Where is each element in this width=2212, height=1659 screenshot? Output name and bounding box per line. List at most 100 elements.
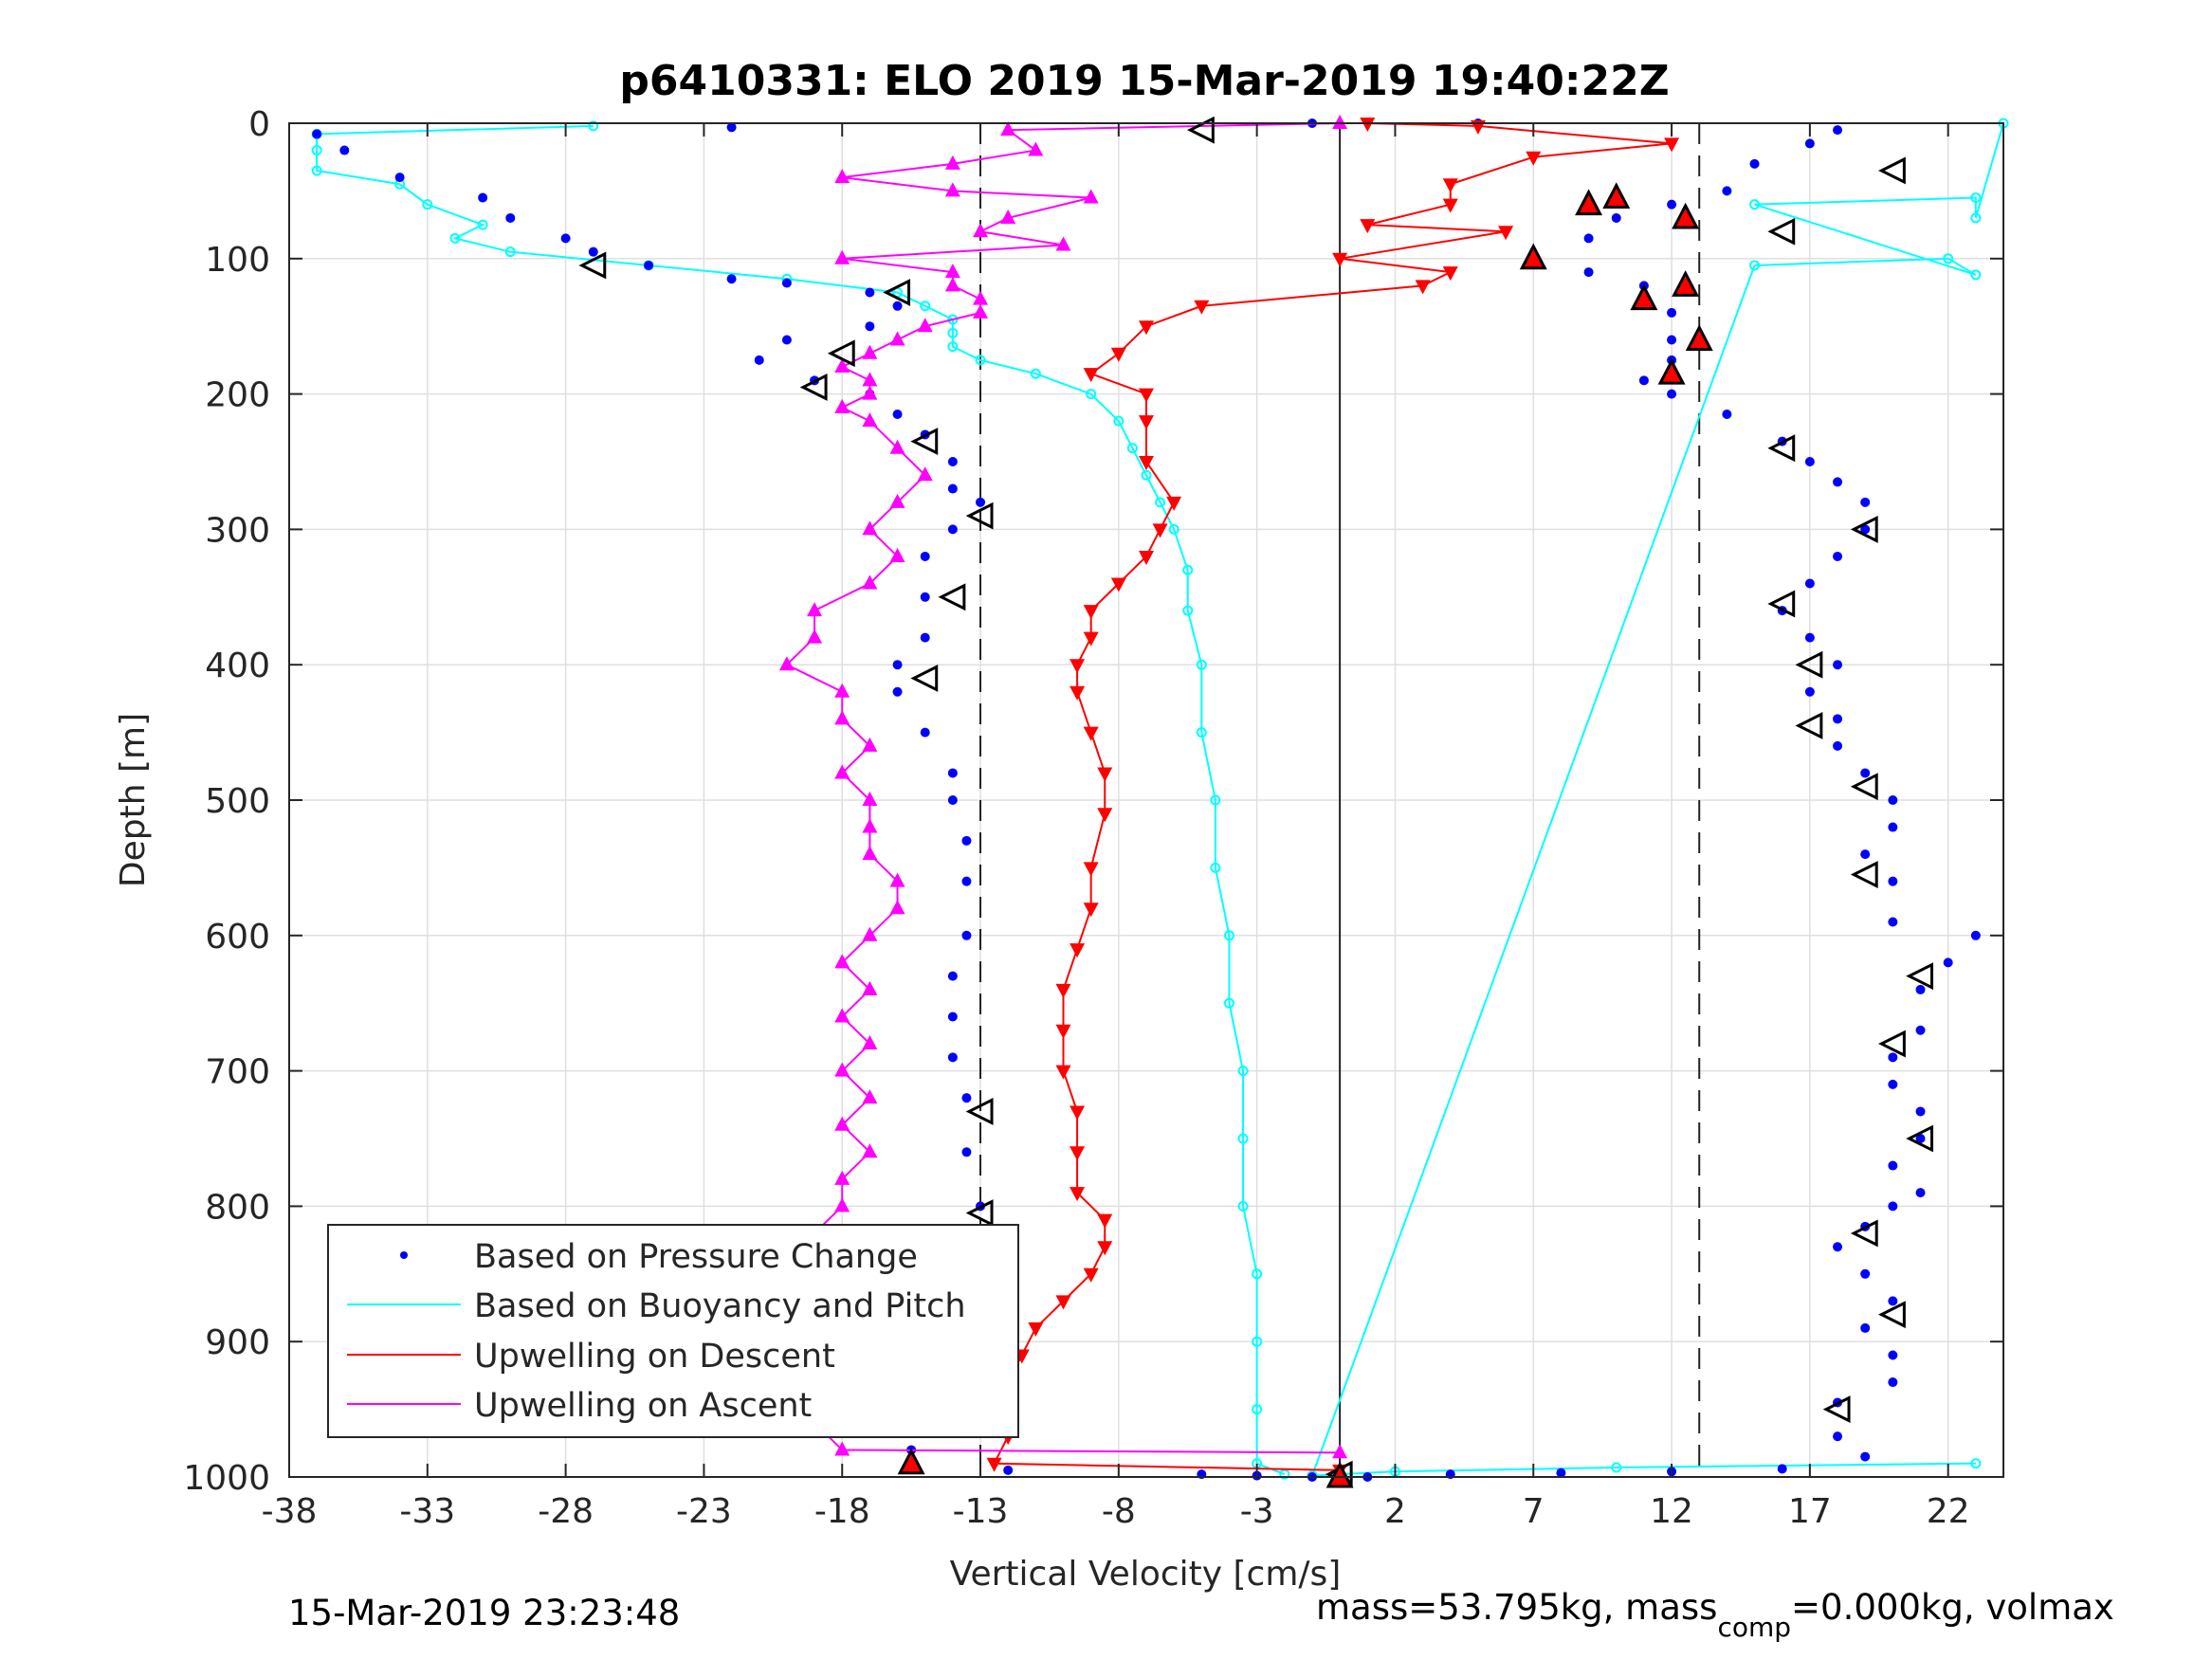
data-point	[1722, 410, 1732, 420]
x-tick-label: 7	[1523, 1492, 1545, 1531]
y-tick-label: 900	[205, 1323, 270, 1362]
data-point	[965, 1199, 994, 1227]
data-point	[1833, 1242, 1843, 1252]
data-point	[644, 260, 654, 270]
data-point	[1667, 199, 1677, 210]
data-point	[1110, 577, 1126, 592]
data-point	[781, 278, 792, 288]
data-point	[947, 795, 958, 805]
data-point	[1722, 186, 1732, 196]
data-point	[834, 358, 850, 374]
data-point	[944, 264, 960, 279]
data-point	[1804, 457, 1815, 466]
data-point	[865, 321, 875, 332]
data-point	[862, 372, 878, 387]
data-point	[1860, 497, 1871, 507]
data-point	[862, 412, 878, 428]
data-point	[1970, 212, 1982, 224]
data-point	[1970, 192, 1982, 204]
data-point	[862, 574, 878, 590]
data-point	[1602, 182, 1631, 210]
data-point	[1223, 930, 1234, 941]
data-point	[1237, 1133, 1249, 1144]
data-point	[1139, 320, 1154, 336]
legend: Based on Pressure Change Based on Buoyan…	[327, 1224, 1019, 1438]
data-point	[961, 876, 972, 886]
data-point	[1166, 496, 1182, 511]
data-point	[1097, 1241, 1113, 1256]
data-point	[862, 1143, 878, 1158]
data-point	[339, 145, 350, 155]
legend-marker-pressure	[400, 1251, 408, 1259]
data-point	[1767, 434, 1796, 463]
data-point	[588, 120, 599, 132]
data-point	[477, 219, 488, 230]
data-point	[1097, 1213, 1113, 1229]
data-point	[1915, 1025, 1926, 1035]
data-point	[1888, 1201, 1898, 1212]
data-point	[1915, 984, 1926, 994]
data-point	[862, 1089, 878, 1104]
data-point	[1083, 902, 1099, 918]
data-point	[1556, 1468, 1566, 1478]
data-point	[807, 629, 823, 644]
data-point	[889, 439, 905, 454]
data-point	[1332, 115, 1348, 129]
data-point	[1749, 158, 1760, 169]
legend-entry-ascent: Upwelling on Ascent	[347, 1387, 812, 1425]
data-point	[1325, 1461, 1354, 1488]
data-point	[834, 954, 850, 969]
data-point	[865, 287, 875, 298]
y-tick-label: 500	[205, 782, 270, 821]
data-point	[1638, 375, 1649, 386]
data-point	[1777, 1464, 1787, 1474]
data-point	[1083, 1267, 1099, 1283]
data-point	[889, 331, 905, 346]
data-point	[1860, 768, 1871, 778]
data-point	[883, 279, 911, 306]
data-point	[422, 199, 433, 210]
data-point	[1083, 605, 1099, 620]
data-point	[1069, 1105, 1086, 1121]
legend-entry-descent: Upwelling on Descent	[347, 1338, 835, 1376]
data-point	[1083, 862, 1099, 877]
grid	[288, 122, 2003, 1478]
data-point	[1139, 388, 1154, 403]
data-point	[1069, 1146, 1086, 1161]
data-point	[1182, 605, 1194, 616]
data-point	[834, 1116, 850, 1131]
data-point	[975, 355, 986, 366]
data-point	[1069, 659, 1086, 674]
data-point	[1332, 252, 1348, 267]
legend-label-buoyancy: Based on Buoyancy and Pitch	[474, 1287, 966, 1325]
data-point	[1611, 1462, 1622, 1473]
x-tick-label: 22	[1927, 1492, 1970, 1531]
data-point	[1141, 469, 1152, 481]
data-point	[889, 900, 905, 915]
data-point	[1943, 957, 1953, 968]
data-point	[889, 547, 905, 562]
data-point	[1097, 767, 1113, 782]
y-tick-label: 600	[205, 918, 270, 957]
data-point	[1110, 347, 1126, 362]
data-point	[1888, 822, 1898, 832]
data-point	[973, 303, 989, 319]
data-point	[920, 301, 931, 312]
data-point	[1360, 219, 1376, 234]
data-point	[961, 930, 972, 940]
series-line	[316, 124, 1286, 1476]
data-point	[1030, 368, 1041, 379]
data-point	[1194, 300, 1210, 315]
data-point	[1888, 1160, 1898, 1171]
data-point	[1360, 118, 1376, 132]
data-point	[504, 246, 516, 258]
data-point	[910, 428, 939, 456]
data-point	[1415, 280, 1431, 295]
legend-entry-buoyancy: Based on Buoyancy and Pitch	[347, 1287, 966, 1325]
data-point	[1850, 515, 1878, 543]
data-point	[834, 710, 850, 725]
data-point	[1833, 740, 1843, 751]
data-point	[1833, 551, 1843, 561]
data-point	[1055, 1024, 1071, 1039]
